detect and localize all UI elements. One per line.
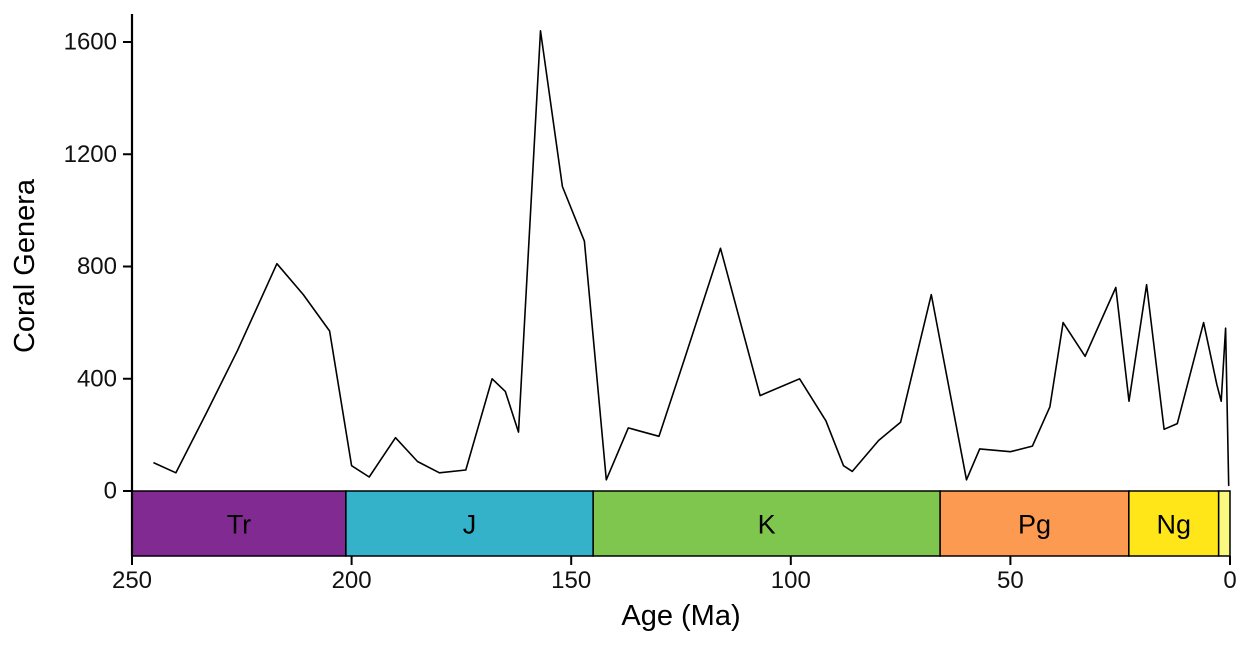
geo-period-label: J <box>463 510 477 540</box>
y-axis-title: Coral Genera <box>9 178 41 353</box>
x-tick-label: 50 <box>997 567 1024 594</box>
geo-period-pg <box>939 490 1130 557</box>
geologic-timescale-bar: Tr J K Pg Ng <box>131 490 1231 557</box>
geo-period-j <box>345 490 594 557</box>
y-tick-label: 400 <box>77 365 117 392</box>
geo-period-k <box>592 490 941 557</box>
y-tick-label: 0 <box>104 478 117 505</box>
data-series-layer <box>153 29 1230 487</box>
y-tick-label: 800 <box>77 253 117 280</box>
geo-period-label: Tr <box>227 510 251 540</box>
x-tick-label: 250 <box>112 567 152 594</box>
geo-period-tr <box>131 490 347 557</box>
x-axis-title: Age (Ma) <box>621 600 740 632</box>
geo-period-end-sliver <box>1217 490 1231 557</box>
geo-period-ng <box>1128 490 1220 557</box>
x-tick-label: 100 <box>771 567 811 594</box>
geo-period-label: Ng <box>1157 510 1192 540</box>
y-tick-label: 1200 <box>64 141 117 168</box>
x-tick-label: 0 <box>1223 567 1236 594</box>
x-tick-label: 150 <box>551 567 591 594</box>
axes: 0 400 800 1200 1600 250 200 150 100 50 0 <box>64 14 1237 594</box>
geo-period-label: K <box>758 510 776 540</box>
y-tick-label: 1600 <box>64 29 117 56</box>
x-tick-label: 200 <box>332 567 372 594</box>
geo-period-label: Pg <box>1018 510 1051 540</box>
coral-genera-line <box>153 29 1230 487</box>
